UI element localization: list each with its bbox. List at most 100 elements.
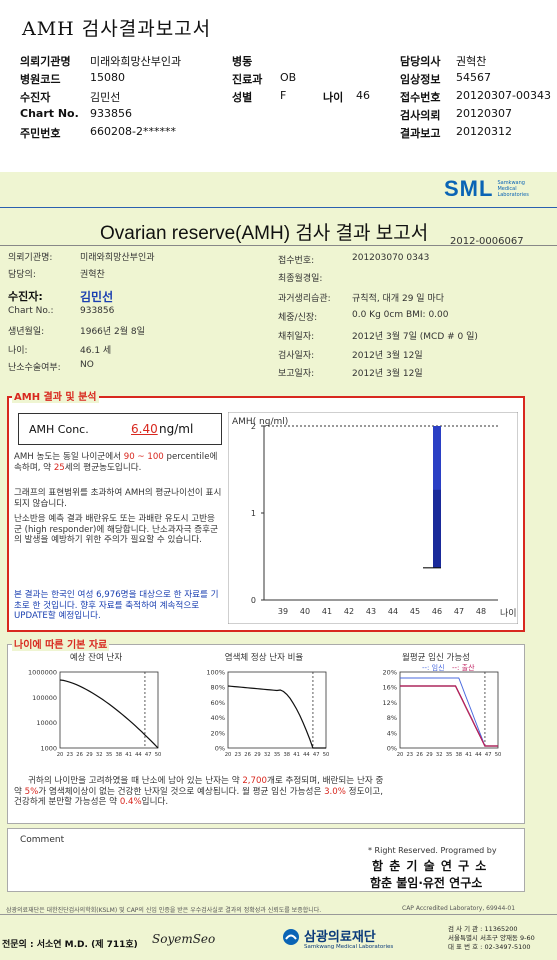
- x-tick-label: 26: [416, 752, 423, 758]
- small-chart-title: 월평균 임신 가능성: [402, 652, 470, 663]
- y-tick-label: 12%: [383, 699, 397, 707]
- legend-birth: --: 출산: [452, 663, 475, 672]
- info-value: 933856: [80, 306, 115, 316]
- x-tick-label: 35: [274, 752, 281, 758]
- x-tick-label: 32: [436, 752, 443, 758]
- x-tick-label: 20: [225, 752, 232, 758]
- x-tick-label: 29: [254, 752, 261, 758]
- x-tick-label: 26: [244, 752, 251, 758]
- header-label: 임상정보: [400, 73, 441, 86]
- analysis-text: percentile에 속하며, 약: [14, 452, 218, 473]
- y-tick-label: 0%: [387, 745, 397, 753]
- plot-area: [399, 671, 499, 749]
- amh-chart-svg: AMH( ng/ml) 0 1 2 39 40 41 42 43 44 45 46 47 48 나이: [227, 411, 519, 625]
- header-label: 수진자: [20, 91, 51, 104]
- summary-text: 개로 추정되며, 배란되는 난자 중: [266, 776, 384, 786]
- info-label: 과거생리습관:: [278, 294, 331, 304]
- info-label: 검사일자:: [278, 351, 315, 361]
- header-value: 김민선: [90, 91, 121, 104]
- age-basics-label: 나이에 따른 기본 자료: [12, 636, 110, 651]
- report-title: Ovarian reserve(AMH) 검사 결과 보고서: [100, 223, 429, 244]
- info-label: 채취일자:: [278, 332, 315, 342]
- analysis-text: AMH 농도는 동일 나이군에서: [14, 452, 122, 462]
- y-tick-label: 40%: [211, 714, 225, 722]
- header-label: 진료과: [232, 73, 263, 86]
- amh-chart: AMH( ng/ml) 0 1 2 39 40 41 42 43 44 45 46 47 48 나이: [227, 411, 519, 625]
- x-tick-label: 44: [388, 607, 398, 616]
- x-tick-label: 23: [406, 752, 413, 758]
- report-number: 2012-0006067: [450, 236, 524, 247]
- x-tick-label: 45: [410, 607, 420, 616]
- x-tick-label: 48: [476, 607, 486, 616]
- x-tick-label: 47: [454, 607, 464, 616]
- amh-analysis-4: 본 결과는 한국인 여성 6,976명을 대상으로 한 자료를 기초로 한 것입…: [14, 590, 219, 621]
- x-tick-label: 47: [485, 752, 492, 758]
- comment-box: Comment: [7, 828, 525, 892]
- y-tick-label: 20%: [211, 729, 225, 737]
- logo-sub2: Medical: [497, 186, 517, 192]
- phone: 대 표 번 호 : 02-3497-5100: [448, 943, 531, 951]
- y-tick-label: 60%: [211, 699, 225, 707]
- header-value: 미래와희망산부인과: [90, 55, 182, 68]
- x-tick-label: 43: [366, 607, 376, 616]
- info-value: 2012년 3월 7일 (MCD # 0 일): [352, 332, 478, 342]
- curve-line: [59, 679, 159, 749]
- foundation-name-en: Samkwang Medical Laboratories: [304, 944, 394, 950]
- info-value: 0.0 Kg 0cm BMI: 0.00: [352, 310, 449, 320]
- x-tick-label: 29: [426, 752, 433, 758]
- birth-curve: [400, 685, 498, 747]
- summary-text: 가 염색체이상이 없는 건강한 난자일 것으로 예상됩니다. 월 평균 임신 가…: [38, 786, 322, 797]
- x-tick-label: 20: [57, 752, 64, 758]
- amh-conc-box: AMH Conc. 6.40 ng/ml: [18, 413, 222, 445]
- info-label: 담당의:: [8, 270, 36, 280]
- info-value: 46.1 세: [80, 346, 112, 356]
- small-charts: 예상 잔여 난자 1000000 100000 10000 1000 20 23 26 29 32…: [12, 650, 520, 772]
- info-label: 수진자:: [8, 290, 43, 303]
- cap-accreditation: CAP Accredited Laboratory, 69944-01: [402, 905, 516, 912]
- basics-summary: 귀하의 나이만을 고려하였을 때 난소에 남아 있는 난자는 약 2,700개로…: [14, 776, 519, 808]
- divider: [0, 245, 557, 246]
- x-tick-label: 23: [66, 752, 73, 758]
- info-value: 201203070 0343: [352, 253, 430, 263]
- header-label: 병원코드: [20, 73, 61, 86]
- y-tick-label: 16%: [383, 684, 397, 692]
- header-value: 46: [356, 89, 370, 102]
- amh-range-bar: [433, 426, 441, 568]
- header-label: 나이: [323, 91, 344, 104]
- amh-section-label: AMH 결과 및 분석: [12, 388, 99, 403]
- x-tick-label: 20: [397, 752, 404, 758]
- y-tick-label: 20%: [383, 669, 397, 677]
- header-value: 15080: [90, 71, 125, 84]
- legend-pregnancy: --: 임신: [422, 663, 445, 672]
- info-value: 1966년 2월 8일: [80, 327, 145, 337]
- address: 서울특별시 서초구 양재동 9-60: [448, 934, 535, 942]
- analysis-text: 세의 평균농도입니다.: [64, 462, 142, 473]
- small-chart-title: 예상 잔여 난자: [70, 652, 123, 663]
- amh-ylabel: AMH( ng/ml): [232, 417, 288, 427]
- amh-xlabel: 나이: [500, 608, 517, 619]
- curve-line: [227, 685, 326, 749]
- header-label: 결과보고: [400, 127, 441, 140]
- y-tick-label: 1000000: [28, 669, 57, 677]
- x-tick-label: 41: [125, 752, 132, 758]
- info-value: 규칙적, 대개 29 일 마다: [352, 294, 444, 304]
- amh-analysis-2: 그래프의 표현범위를 초과하여 AMH의 평균나이선이 표시되지 않습니다.: [14, 488, 222, 509]
- x-tick-label: 35: [446, 752, 453, 758]
- x-tick-label: 47: [145, 752, 152, 758]
- amh-analysis-1: AMH 농도는 동일 나이군에서 90 ~ 100 percentile에 속하…: [14, 452, 222, 473]
- info-label: 의뢰기관명:: [8, 253, 53, 263]
- x-tick-label: 39: [278, 607, 288, 616]
- logo-text: SML: [444, 176, 494, 201]
- rights-text: * Right Reserved. Programed by: [368, 846, 497, 855]
- header-value: 권혁찬: [456, 55, 487, 68]
- remaining-eggs: 2,700: [242, 776, 267, 786]
- x-tick-label: 44: [303, 752, 310, 758]
- header-value: 933856: [90, 107, 132, 120]
- header-label: 접수번호: [400, 91, 441, 104]
- amh-range-bar-upper: [433, 426, 441, 490]
- header-label: 담당의사: [400, 55, 441, 68]
- amh-conc-label: AMH Conc.: [29, 423, 89, 436]
- plot-area: [227, 671, 327, 749]
- info-value: 2012년 3월 12일: [352, 369, 423, 379]
